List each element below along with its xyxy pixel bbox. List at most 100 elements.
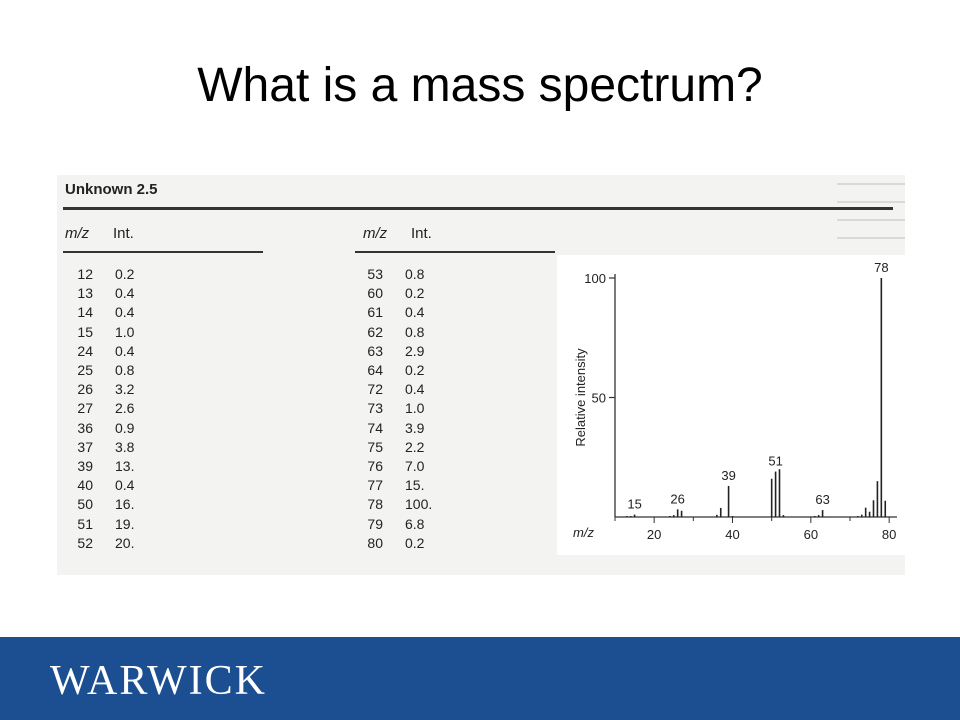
- table-row: 77 15.: [355, 477, 555, 494]
- intensity-cell: 0.8: [115, 362, 135, 378]
- table-row: 26 3.2: [65, 381, 265, 398]
- mz-cell: 76: [367, 458, 383, 474]
- intensity-cell: 1.0: [405, 400, 425, 417]
- col-mz-header-left: m/z: [65, 225, 90, 242]
- table-row: 60 0.2: [355, 285, 555, 302]
- table-row: 24 0.4: [65, 343, 265, 360]
- intensity-cell: 7.0: [405, 458, 425, 474]
- textbook-scan: Unknown 2.5 m/z Int. m/z Int. 12 0.2 13 0.4…: [57, 175, 905, 575]
- x-axis-label: m/z: [573, 525, 594, 540]
- table-row: 78 100.: [355, 496, 555, 513]
- table-row: 13 0.4: [65, 285, 265, 302]
- peak-label: 15: [627, 497, 641, 512]
- table-row: 50 16.: [65, 496, 265, 513]
- mz-cell: 64: [367, 362, 383, 378]
- table-row: 14 0.4: [65, 304, 265, 321]
- mz-cell: 40: [77, 477, 93, 494]
- peak-label: 51: [768, 454, 782, 469]
- table-top-rule: [63, 207, 893, 210]
- mz-cell: 52: [77, 534, 93, 551]
- mz-cell: 25: [77, 362, 93, 378]
- intensity-cell: 0.2: [405, 362, 425, 378]
- x-tick-label: 80: [882, 527, 896, 542]
- mz-cell: 75: [367, 438, 383, 455]
- intensity-cell: 13.: [115, 458, 135, 474]
- table-row: 64 0.2: [355, 362, 555, 379]
- table-row: 40 0.4: [65, 477, 265, 494]
- table-row: 53 0.8: [355, 266, 555, 283]
- mz-cell: 63: [367, 342, 383, 359]
- intensity-cell: 0.8: [405, 323, 425, 340]
- mz-cell: 14: [77, 304, 93, 321]
- table-row: 39 13.: [65, 458, 265, 475]
- table-row: 36 0.9: [65, 420, 265, 437]
- table-row: 37 3.8: [65, 439, 265, 456]
- peak-label: 78: [874, 260, 888, 275]
- table-row: 62 0.8: [355, 324, 555, 341]
- table-row: 51 19.: [65, 516, 265, 533]
- mz-cell: 78: [367, 496, 383, 513]
- intensity-cell: 0.9: [115, 419, 135, 436]
- intensity-cell: 2.6: [115, 400, 135, 417]
- table-row: 76 7.0: [355, 458, 555, 475]
- peak-label: 63: [815, 492, 829, 507]
- intensity-cell: 15.: [405, 477, 425, 494]
- ghost-line: [837, 183, 905, 185]
- col-mz-header-right: m/z: [363, 225, 388, 242]
- intensity-cell: 3.2: [115, 381, 135, 398]
- intensity-cell: 0.4: [115, 304, 135, 321]
- x-tick-label: 40: [725, 527, 739, 542]
- intensity-cell: 0.2: [115, 266, 135, 282]
- table-row: 79 6.8: [355, 516, 555, 533]
- intensity-cell: 6.8: [405, 515, 425, 532]
- table-row: 61 0.4: [355, 304, 555, 321]
- table-header-rule-right: [355, 251, 555, 253]
- warwick-logo: WARWICK: [50, 658, 267, 704]
- intensity-cell: 0.4: [405, 304, 425, 321]
- mz-cell: 77: [367, 477, 383, 494]
- intensity-cell: 1.0: [115, 323, 135, 340]
- table-row: 80 0.2: [355, 535, 555, 552]
- mz-cell: 53: [367, 266, 383, 282]
- table-row: 52 20.: [65, 535, 265, 552]
- table-row: 74 3.9: [355, 420, 555, 437]
- table-header-rule-left: [63, 251, 263, 253]
- mass-spectrum-panel: 50 100 20 40 60 80 Relative intensity m/z 15 26 39…: [557, 255, 905, 555]
- mz-cell: 79: [367, 515, 383, 532]
- table-row: 63 2.9: [355, 343, 555, 360]
- peak-label: 26: [670, 491, 684, 506]
- mz-cell: 60: [367, 285, 383, 302]
- col-int-header-left: Int.: [113, 225, 134, 242]
- table-row: 25 0.8: [65, 362, 265, 379]
- table-row: 27 2.6: [65, 400, 265, 417]
- table-heading: Unknown 2.5: [65, 181, 158, 198]
- mz-cell: 13: [77, 285, 93, 302]
- intensity-cell: 0.4: [115, 477, 135, 494]
- ghost-line: [837, 219, 905, 221]
- mz-cell: 24: [77, 342, 93, 359]
- table-row: 72 0.4: [355, 381, 555, 398]
- intensity-cell: 3.8: [115, 438, 135, 455]
- intensity-cell: 0.2: [405, 285, 425, 302]
- ghost-line: [837, 237, 905, 239]
- table-row: 12 0.2: [65, 266, 265, 283]
- mz-cell: 12: [77, 266, 93, 282]
- intensity-cell: 20.: [115, 534, 135, 551]
- mass-spectrum-chart: 50 100 20 40 60 80 Relative intensity m/z 15 26 39…: [573, 260, 897, 542]
- y-axis-label: Relative intensity: [573, 348, 588, 447]
- mz-cell: 39: [77, 458, 93, 474]
- intensity-cell: 2.9: [405, 342, 425, 359]
- table-row: 73 1.0: [355, 400, 555, 417]
- mz-cell: 80: [367, 534, 383, 551]
- y-tick-label: 50: [592, 391, 606, 406]
- table-row: 15 1.0: [65, 324, 265, 341]
- mz-cell: 73: [367, 400, 383, 417]
- mz-cell: 26: [77, 381, 93, 398]
- intensity-cell: 2.2: [405, 438, 425, 455]
- x-tick-label: 20: [647, 527, 661, 542]
- intensity-cell: 0.2: [405, 534, 425, 551]
- table-row: 75 2.2: [355, 439, 555, 456]
- mz-cell: 61: [367, 304, 383, 321]
- mz-cell: 74: [367, 419, 383, 436]
- ghost-line: [837, 201, 905, 203]
